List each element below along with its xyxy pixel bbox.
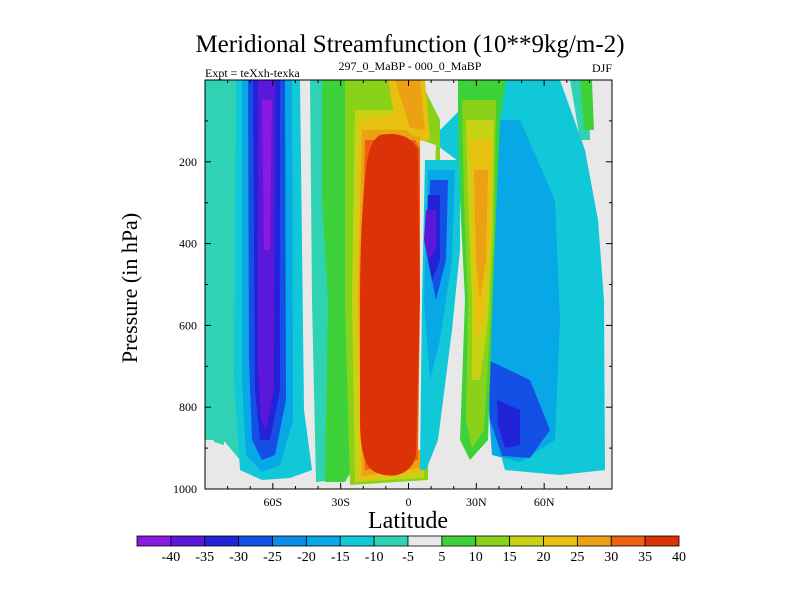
- colorbar-swatch: [576, 535, 612, 547]
- colorbar-swatch: [272, 535, 307, 547]
- chart-title: Meridional Streamfunction (10**9kg/m-2): [195, 31, 624, 58]
- colorbar-label: 30: [604, 550, 618, 565]
- season-label: DJF: [592, 61, 612, 75]
- colorbar-label: -35: [195, 550, 214, 565]
- x-tick-label: 60N: [534, 495, 555, 509]
- colorbar-label: 10: [469, 550, 483, 565]
- colorbar-label: -5: [402, 550, 414, 565]
- plot-area: [205, 80, 612, 489]
- contour-band-trop-orange-edge: [395, 80, 425, 130]
- y-tick-label: 400: [179, 237, 197, 251]
- colorbar-swatch: [170, 535, 206, 547]
- y-tick-label: 600: [179, 318, 197, 332]
- colorbar-label: -25: [263, 550, 282, 565]
- x-tick-label: 60S: [263, 495, 282, 509]
- colorbar-swatch: [509, 535, 544, 547]
- colorbar-swatch: [204, 535, 240, 547]
- contour-band-trop-core: [360, 133, 420, 476]
- expt-label: Expt = teXxh-texka: [205, 66, 300, 80]
- colorbar-swatch: [441, 535, 477, 547]
- colorbar-swatch: [543, 535, 578, 547]
- colorbar: -40 -35 -30 -25 -20 -15 -10 -5 5 10 15 20 25 30 35 40: [136, 535, 686, 565]
- colorbar-swatch: [373, 535, 409, 547]
- colorbar-label: -10: [365, 550, 384, 565]
- contour-band-polar-max: [262, 100, 272, 250]
- contour-band-s-teal-2: [212, 290, 224, 445]
- period-label: 297_0_MaBP - 000_0_MaBP: [339, 59, 482, 73]
- x-axis: 60S 30S 0 30N 60N: [227, 80, 590, 509]
- colorbar-swatch: [644, 535, 680, 547]
- y-axis: 200 400 600 800 1000: [173, 120, 612, 496]
- colorbar-label: 25: [570, 550, 584, 565]
- colorbar-label: 40: [672, 550, 686, 565]
- colorbar-label: 5: [438, 550, 445, 565]
- colorbar-label: 35: [638, 550, 652, 565]
- contour-band-nmid-orange: [474, 170, 488, 300]
- y-tick-label: 1000: [173, 482, 197, 496]
- colorbar-label: -20: [297, 550, 316, 565]
- x-tick-label: 30N: [466, 495, 487, 509]
- colorbar-swatch: [305, 535, 341, 547]
- colorbar-label: -15: [331, 550, 350, 565]
- y-axis-label: Pressure (in hPa): [117, 213, 142, 363]
- colorbar-swatch: [407, 535, 443, 547]
- colorbar-swatch: [238, 535, 273, 547]
- colorbar-label: -30: [229, 550, 248, 565]
- colorbar-label: 20: [537, 550, 551, 565]
- x-tick-label: 0: [406, 495, 412, 509]
- contour-band-trop-green: [322, 80, 352, 482]
- contour-band-ferrel-core: [497, 400, 520, 448]
- colorbar-swatch: [475, 535, 511, 547]
- x-tick-label: 30S: [331, 495, 350, 509]
- colorbar-swatch: [136, 535, 172, 547]
- colorbar-label: 15: [503, 550, 517, 565]
- y-tick-label: 800: [179, 400, 197, 414]
- colorbar-label: -40: [162, 550, 181, 565]
- x-axis-label: Latitude: [368, 508, 448, 534]
- contour-band-far-n-green: [580, 80, 594, 130]
- contour-band-nsub-core: [424, 210, 436, 260]
- y-tick-label: 200: [179, 155, 197, 169]
- colorbar-swatch: [610, 535, 646, 547]
- colorbar-swatch: [339, 535, 375, 547]
